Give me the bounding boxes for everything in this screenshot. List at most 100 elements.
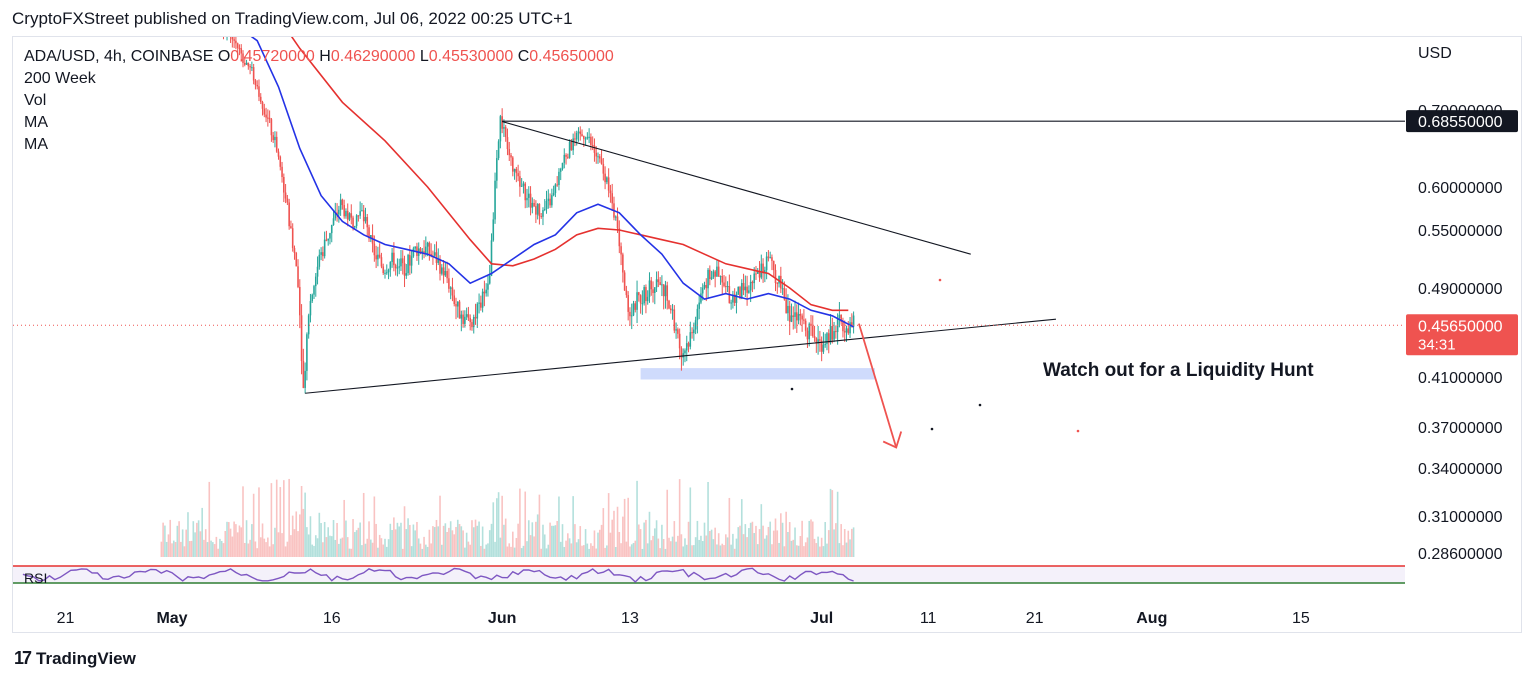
candle-body xyxy=(456,301,459,307)
volume-bar xyxy=(391,530,393,557)
volume-bar xyxy=(275,479,278,557)
candle-body xyxy=(783,288,786,300)
volume-bar xyxy=(455,526,457,557)
volume-bar xyxy=(808,520,811,557)
candle-body xyxy=(382,266,385,274)
indicator-ma-1[interactable]: MA xyxy=(24,114,48,131)
volume-bar xyxy=(684,538,686,557)
volume-bar xyxy=(666,489,669,557)
candle-body xyxy=(691,332,693,334)
volume-bar xyxy=(657,538,660,557)
o-value: 0.45720000 xyxy=(230,48,315,65)
candle-body xyxy=(455,304,457,307)
volume-bar xyxy=(249,539,251,557)
indicator-200-week[interactable]: 200 Week xyxy=(24,70,96,87)
candle-body xyxy=(299,286,301,316)
candle-body xyxy=(497,141,500,159)
candle-body xyxy=(680,348,683,358)
candle-body xyxy=(730,302,732,304)
candle-body xyxy=(180,6,182,8)
volume-bar xyxy=(265,542,267,557)
x-tick-label: 21 xyxy=(57,610,75,627)
candle-body xyxy=(593,145,596,153)
volume-bar xyxy=(584,529,587,557)
legend-symbol-row[interactable]: ADA/USD, 4h, COINBASE O0.45720000 H0.462… xyxy=(24,46,614,68)
candle-body xyxy=(370,235,372,239)
volume-bar xyxy=(568,538,571,557)
candle-body xyxy=(352,217,354,228)
volume-bar xyxy=(540,548,542,557)
volume-bar xyxy=(826,543,828,557)
candle-body xyxy=(375,255,377,260)
tradingview-footer[interactable]: 17 TradingView xyxy=(14,648,136,669)
time-axis[interactable]: 21 May 16 Jun 13 Jul 11 21 Aug 15 xyxy=(57,610,1310,627)
candle-body xyxy=(304,370,306,388)
volume-bar xyxy=(721,543,724,557)
volume-bar xyxy=(733,548,736,557)
candle-body xyxy=(177,2,179,6)
volume-bar xyxy=(517,523,519,557)
volume-bar xyxy=(377,547,379,557)
candle-body xyxy=(449,287,452,289)
volume-bar xyxy=(199,531,202,557)
candle-body xyxy=(275,136,278,152)
volume-bar xyxy=(835,523,837,557)
candle-body xyxy=(524,183,527,201)
candle-body xyxy=(788,305,791,322)
volume-bar xyxy=(527,520,530,557)
candle-body xyxy=(661,284,663,286)
x-tick-label: 13 xyxy=(621,610,639,627)
volume-bar xyxy=(385,546,388,557)
trendlines[interactable] xyxy=(13,120,1405,394)
volume-bar xyxy=(160,541,163,557)
candle-body xyxy=(536,203,539,215)
candle-body xyxy=(231,37,234,40)
volume-bar xyxy=(212,542,214,557)
candle-body xyxy=(208,11,210,23)
candle-body xyxy=(268,117,271,120)
volume-bar xyxy=(726,537,729,557)
candle-body xyxy=(261,102,264,109)
volume-bar xyxy=(281,533,283,557)
volume-bar xyxy=(469,544,471,557)
candle-body xyxy=(669,308,672,311)
candle-body xyxy=(267,117,269,119)
volume-bar xyxy=(407,518,409,557)
volume-bar xyxy=(600,524,603,557)
volume-bar xyxy=(661,524,663,557)
candle-body xyxy=(721,276,724,283)
price-axis[interactable]: USD0.700000000.600000000.550000000.49000… xyxy=(1406,45,1518,563)
volume-bar xyxy=(810,519,812,557)
volume-bar xyxy=(270,483,273,557)
volume-bar xyxy=(201,507,203,557)
candle-body xyxy=(490,240,493,276)
candle-body xyxy=(742,283,745,291)
volume-bar xyxy=(499,537,502,557)
volume-bar xyxy=(662,539,665,557)
candle-body xyxy=(657,279,660,283)
candle-body xyxy=(677,329,679,334)
indicator-ma-2[interactable]: MA xyxy=(24,136,48,153)
candle-body xyxy=(581,134,583,137)
candle-body xyxy=(320,252,322,255)
volume-bar xyxy=(268,546,271,557)
candle-body xyxy=(251,67,253,69)
countdown-label: 34:31 xyxy=(1418,336,1456,353)
l-value: 0.45530000 xyxy=(428,48,514,65)
projection-arrow-shaft xyxy=(858,323,898,448)
volume-bar xyxy=(442,525,445,557)
candle-body xyxy=(602,163,605,174)
volume-bar xyxy=(840,524,842,557)
candle-body xyxy=(270,119,273,136)
volume-bar xyxy=(433,527,436,557)
volume-bar xyxy=(819,546,821,557)
volume-bar xyxy=(622,516,624,557)
volume-bar xyxy=(545,548,548,557)
volume-bar xyxy=(531,522,534,557)
volume-bar xyxy=(488,530,491,557)
candle-body xyxy=(226,34,228,36)
candle-body xyxy=(240,48,243,54)
indicator-vol[interactable]: Vol xyxy=(24,92,47,109)
volume-bar xyxy=(448,527,450,557)
